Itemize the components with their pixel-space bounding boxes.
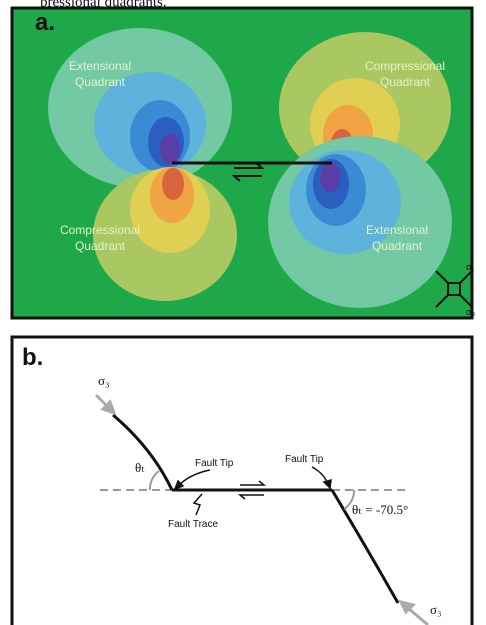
quadrant-label: Extensional bbox=[69, 59, 131, 73]
fault-trace-label: Fault Trace bbox=[168, 519, 218, 530]
quadrant-label: Quadrant bbox=[372, 239, 423, 253]
panel-label: b. bbox=[22, 344, 43, 371]
stress-field bbox=[48, 28, 452, 308]
fault-curve bbox=[330, 489, 400, 604]
fault-curve bbox=[112, 413, 174, 491]
angle-arc bbox=[148, 470, 160, 491]
panel-b-background bbox=[10, 335, 474, 625]
panel-a: a. Extensional Quadrant Compressional Qu… bbox=[10, 6, 476, 320]
quadrant-label: Quadrant bbox=[75, 75, 126, 89]
quadrant-label: Quadrant bbox=[75, 239, 126, 253]
slip-arrows bbox=[231, 162, 265, 182]
panel-b: b. σ₃ σ₃ Fault Tip Fault Tip Fault Trace… bbox=[10, 335, 474, 625]
quadrant-label: Quadrant bbox=[380, 75, 431, 89]
sigma-3: σ₃ bbox=[466, 307, 476, 317]
theta-label: θₜ = -70.5° bbox=[352, 502, 408, 517]
caption-fragment: pressional quadrants. bbox=[40, 0, 167, 10]
panel-label: a. bbox=[35, 9, 55, 36]
fault-tip-label: Fault Tip bbox=[285, 454, 324, 465]
fault-tip-label: Fault Tip bbox=[195, 458, 234, 469]
quadrant-label: Compressional bbox=[60, 223, 140, 237]
angle-arc bbox=[343, 489, 356, 510]
sigma-1: σ₁ bbox=[466, 262, 475, 272]
contour bbox=[160, 134, 180, 164]
contour bbox=[162, 168, 184, 200]
quadrant-label: Compressional bbox=[365, 59, 445, 73]
contour bbox=[320, 162, 340, 192]
stress-icon bbox=[435, 270, 473, 308]
sigma-3-bottom: σ₃ bbox=[430, 602, 442, 617]
leader-arrows bbox=[173, 466, 332, 516]
theta-label: θₜ bbox=[135, 460, 145, 475]
sigma-3-top: σ₃ bbox=[98, 373, 110, 388]
sigma-arrows bbox=[94, 393, 429, 625]
slip-arrows bbox=[237, 480, 267, 500]
quadrant-label: Extensional bbox=[366, 223, 428, 237]
